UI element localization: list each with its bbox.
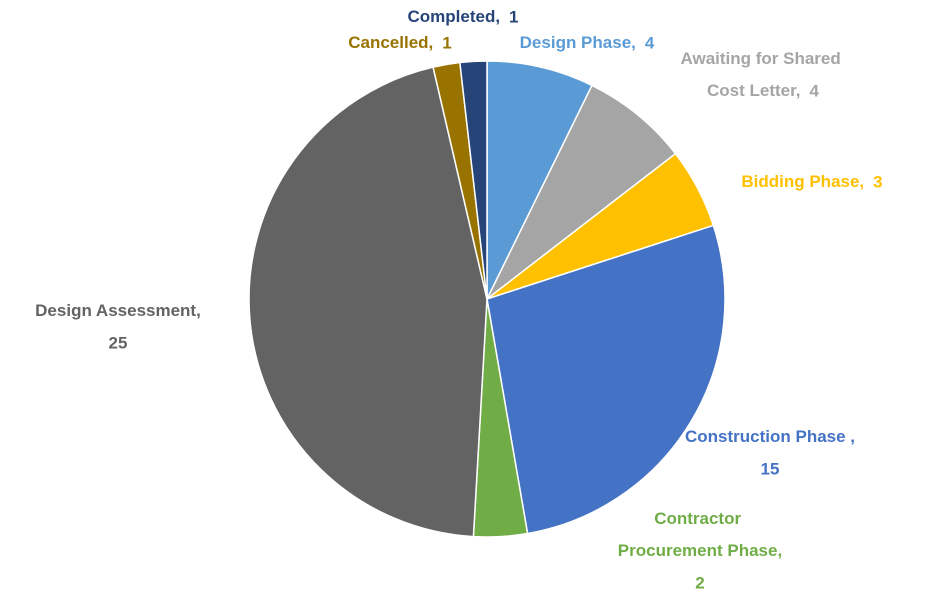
slice-label-value: 1: [509, 7, 518, 26]
slice-label-value: 15: [761, 459, 780, 478]
pie-slice: [459, 60, 488, 300]
slice-label-value: 4: [810, 81, 820, 100]
label-line: Awaiting for Shared: [681, 49, 846, 68]
label-line: Bidding Phase,: [741, 172, 864, 191]
pie-slice: [248, 66, 488, 538]
slice-label-value: 4: [645, 33, 655, 52]
slice-label-value: 2: [695, 573, 704, 592]
slice-label-category: Design Assessment,: [35, 301, 201, 320]
label-line: Design Phase,: [520, 33, 636, 52]
slice-label-value: 3: [873, 172, 882, 191]
label-line: Procurement Phase,: [618, 541, 782, 560]
slice-label-category: Design Phase,: [520, 33, 636, 52]
slice-label-value: 1: [442, 33, 451, 52]
label-line: Construction Phase ,: [685, 427, 855, 446]
label-line: Completed,: [407, 7, 500, 26]
slice-label-category: Bidding Phase,: [741, 172, 864, 191]
label-line: Cost Letter,: [707, 81, 801, 100]
pie-slice: [486, 84, 677, 300]
pie-slice: [486, 224, 726, 535]
slice-label-category: Awaiting for Shared Cost Letter,: [681, 49, 846, 100]
slice-label-category: Completed,: [407, 7, 500, 26]
label-line: Contractor: [654, 509, 746, 528]
slice-label-category: Cancelled,: [348, 33, 433, 52]
slice-label-category: Construction Phase ,: [685, 427, 855, 446]
label-line: Cancelled,: [348, 33, 433, 52]
label-line: Design Assessment,: [35, 301, 201, 320]
slice-label-value: 25: [109, 333, 128, 352]
pie-slice: [486, 60, 594, 300]
slice-label-category: Contractor Procurement Phase,: [618, 509, 782, 560]
